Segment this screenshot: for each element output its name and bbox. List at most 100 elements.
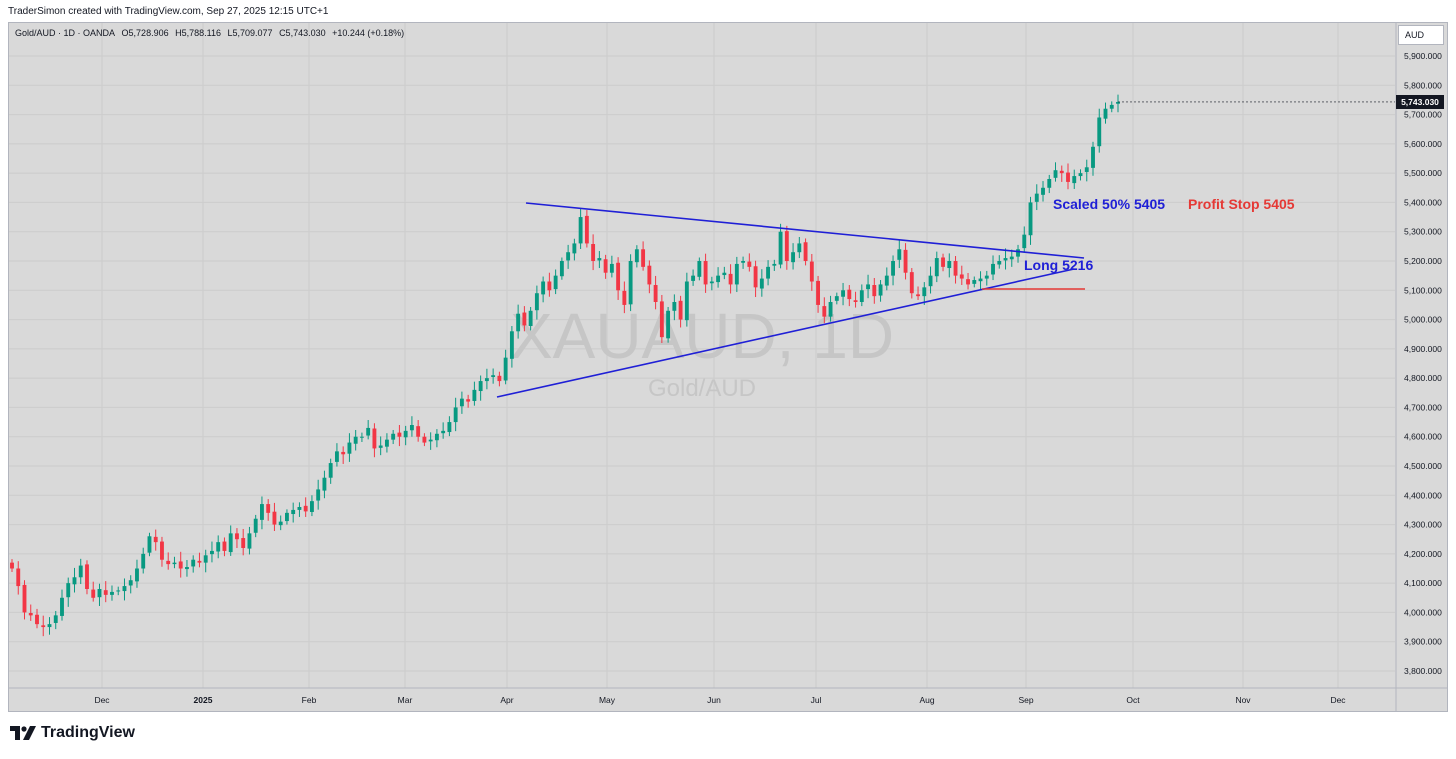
candle[interactable] xyxy=(884,267,889,291)
candle[interactable] xyxy=(28,604,33,621)
candle[interactable] xyxy=(622,281,627,314)
candle[interactable] xyxy=(434,429,439,448)
candle[interactable] xyxy=(553,269,558,295)
candle[interactable] xyxy=(10,559,14,573)
candle[interactable] xyxy=(241,528,246,556)
candle[interactable] xyxy=(534,285,539,320)
candle[interactable] xyxy=(634,245,639,268)
candle[interactable] xyxy=(691,269,696,286)
candle[interactable] xyxy=(584,210,589,248)
candle[interactable] xyxy=(972,276,977,288)
candle[interactable] xyxy=(859,284,864,307)
candle[interactable] xyxy=(97,583,102,606)
candle[interactable] xyxy=(53,610,58,630)
candle[interactable] xyxy=(366,420,371,440)
candle[interactable] xyxy=(166,552,171,570)
candle[interactable] xyxy=(809,253,814,291)
candle[interactable] xyxy=(1116,94,1120,113)
candle[interactable] xyxy=(528,306,533,331)
candle[interactable] xyxy=(709,276,714,291)
candle[interactable] xyxy=(309,495,314,517)
candle[interactable] xyxy=(141,547,146,574)
candle[interactable] xyxy=(266,499,271,521)
candle[interactable] xyxy=(341,446,346,464)
candle[interactable] xyxy=(891,255,895,286)
candle[interactable] xyxy=(759,269,764,297)
candle[interactable] xyxy=(778,223,783,269)
candle[interactable] xyxy=(516,304,521,339)
candle[interactable] xyxy=(247,526,252,555)
candle[interactable] xyxy=(466,394,471,408)
candle[interactable] xyxy=(747,253,752,272)
candle[interactable] xyxy=(135,559,139,588)
candle[interactable] xyxy=(197,552,202,568)
lower-trendline[interactable] xyxy=(496,268,1075,398)
candle[interactable] xyxy=(491,368,496,384)
candle[interactable] xyxy=(416,420,421,442)
candle[interactable] xyxy=(472,381,477,406)
candle[interactable] xyxy=(772,259,777,271)
candle[interactable] xyxy=(72,567,77,593)
candle[interactable] xyxy=(834,292,839,305)
candle[interactable] xyxy=(591,234,596,271)
candle[interactable] xyxy=(1028,196,1033,245)
candle[interactable] xyxy=(178,551,183,578)
candle[interactable] xyxy=(397,425,402,447)
candle[interactable] xyxy=(797,236,802,259)
candle[interactable] xyxy=(672,294,677,321)
candle[interactable] xyxy=(841,282,845,306)
candle[interactable] xyxy=(934,251,939,283)
candle[interactable] xyxy=(1047,174,1052,194)
candle[interactable] xyxy=(578,208,583,249)
long-annotation[interactable]: Long 5216 xyxy=(1024,257,1093,273)
candle[interactable] xyxy=(428,432,433,450)
scaled-annotation[interactable]: Scaled 50% 5405 xyxy=(1053,196,1165,212)
candle[interactable] xyxy=(522,306,527,332)
candle[interactable] xyxy=(1034,184,1039,211)
candle[interactable] xyxy=(1066,163,1070,190)
candle[interactable] xyxy=(697,257,702,281)
candle[interactable] xyxy=(866,274,870,299)
candle[interactable] xyxy=(1003,248,1008,270)
candle[interactable] xyxy=(728,264,733,294)
candle[interactable] xyxy=(1041,181,1045,202)
chart-panel[interactable] xyxy=(8,22,1448,712)
candle[interactable] xyxy=(991,255,995,281)
candle[interactable] xyxy=(372,423,377,458)
candle[interactable] xyxy=(803,238,808,266)
candle[interactable] xyxy=(353,429,358,451)
candle[interactable] xyxy=(191,555,196,573)
candle[interactable] xyxy=(116,586,121,596)
candle[interactable] xyxy=(1053,162,1058,182)
candle[interactable] xyxy=(784,225,789,270)
candle[interactable] xyxy=(828,295,833,322)
candle[interactable] xyxy=(447,416,452,437)
candle[interactable] xyxy=(409,416,414,437)
candle[interactable] xyxy=(235,528,239,548)
candle[interactable] xyxy=(847,285,852,307)
candle[interactable] xyxy=(216,535,221,559)
candle[interactable] xyxy=(678,295,683,328)
legend-symbol[interactable]: Gold/AUD · 1D · OANDA xyxy=(15,28,116,38)
candle[interactable] xyxy=(722,266,727,280)
candle[interactable] xyxy=(391,429,396,445)
candle[interactable] xyxy=(559,257,564,280)
candle[interactable] xyxy=(753,260,758,298)
candle[interactable] xyxy=(609,255,614,278)
candle[interactable] xyxy=(659,294,664,343)
candle[interactable] xyxy=(878,280,883,302)
candle[interactable] xyxy=(603,254,608,279)
candle[interactable] xyxy=(928,266,933,294)
candle[interactable] xyxy=(278,515,283,531)
candle[interactable] xyxy=(1091,141,1095,176)
brand-logo[interactable]: TradingView xyxy=(10,724,135,742)
candle[interactable] xyxy=(291,502,296,523)
candle[interactable] xyxy=(741,256,746,269)
candle[interactable] xyxy=(453,397,458,432)
candle[interactable] xyxy=(872,277,877,304)
candle[interactable] xyxy=(997,255,1002,269)
candle[interactable] xyxy=(459,391,464,414)
candle[interactable] xyxy=(572,238,577,261)
candle[interactable] xyxy=(547,272,552,297)
candle[interactable] xyxy=(403,425,408,446)
